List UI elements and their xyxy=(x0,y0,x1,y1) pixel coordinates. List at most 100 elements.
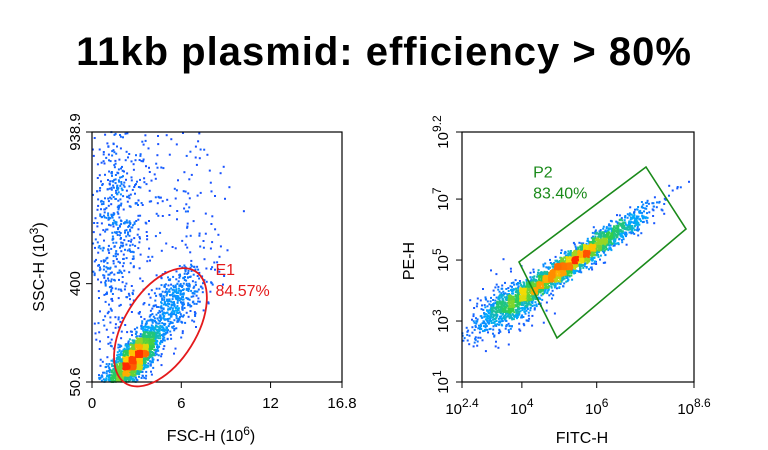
data-point xyxy=(103,324,106,327)
data-point xyxy=(100,200,102,203)
data-point xyxy=(118,271,121,274)
data-point xyxy=(636,222,638,225)
data-point xyxy=(547,286,550,288)
data-point xyxy=(534,296,537,299)
data-point xyxy=(137,247,140,250)
data-point xyxy=(553,284,556,287)
data-point xyxy=(602,261,605,264)
data-point xyxy=(104,284,107,287)
data-point xyxy=(183,264,186,267)
data-point xyxy=(142,350,145,353)
data-point xyxy=(141,320,144,323)
data-point xyxy=(126,221,129,224)
data-point xyxy=(155,162,158,165)
data-point xyxy=(126,348,129,351)
data-point xyxy=(122,351,125,354)
data-point xyxy=(566,280,569,283)
data-point xyxy=(144,331,147,334)
data-point xyxy=(148,350,151,353)
data-point xyxy=(107,179,109,181)
data-point xyxy=(104,197,106,200)
data-point xyxy=(132,289,135,292)
data-point xyxy=(540,294,543,297)
data-point xyxy=(98,189,101,192)
data-point xyxy=(112,196,115,198)
data-point xyxy=(173,305,176,308)
data-point xyxy=(183,171,186,174)
data-point xyxy=(117,367,120,369)
data-point xyxy=(157,328,160,331)
data-point xyxy=(214,228,217,231)
data-point xyxy=(121,281,124,284)
data-point xyxy=(486,321,489,324)
data-point xyxy=(468,343,471,346)
data-point xyxy=(139,341,142,344)
data-point xyxy=(588,268,590,271)
data-point xyxy=(515,282,518,285)
data-point xyxy=(626,216,629,219)
data-point xyxy=(493,321,496,324)
data-point xyxy=(158,322,161,325)
data-point xyxy=(175,317,178,320)
data-point xyxy=(498,290,501,293)
data-point xyxy=(181,308,184,311)
data-point xyxy=(124,248,126,251)
data-point xyxy=(105,377,108,380)
data-point xyxy=(125,219,128,222)
data-point xyxy=(571,278,574,281)
data-point xyxy=(622,221,625,224)
data-point xyxy=(142,158,145,161)
data-point xyxy=(207,301,210,304)
data-point xyxy=(501,284,504,287)
data-point xyxy=(503,306,506,309)
data-point xyxy=(182,190,185,193)
data-point xyxy=(538,276,541,279)
data-point xyxy=(591,259,594,262)
data-point xyxy=(163,336,166,339)
data-point xyxy=(118,180,121,183)
data-point xyxy=(107,145,110,148)
data-point xyxy=(509,298,512,301)
data-point xyxy=(153,173,156,176)
data-point xyxy=(475,320,478,323)
data-point xyxy=(173,311,176,314)
data-point xyxy=(98,297,100,299)
data-point xyxy=(119,147,122,150)
data-point xyxy=(593,238,596,241)
data-point xyxy=(646,199,649,202)
data-point xyxy=(133,367,136,370)
data-point xyxy=(186,225,189,228)
data-point xyxy=(163,284,166,287)
data-point xyxy=(605,244,608,247)
data-point xyxy=(122,348,125,351)
data-point xyxy=(173,329,176,332)
data-point xyxy=(510,290,513,293)
data-point xyxy=(614,229,617,232)
data-point xyxy=(208,169,211,172)
data-point xyxy=(159,314,162,317)
data-point xyxy=(547,281,550,284)
data-point xyxy=(118,350,121,353)
data-point xyxy=(601,248,604,250)
data-point xyxy=(168,300,171,303)
data-point xyxy=(484,306,487,309)
data-point xyxy=(132,358,135,361)
data-point xyxy=(113,178,116,181)
data-point xyxy=(561,259,563,262)
data-point xyxy=(122,175,124,178)
data-point xyxy=(617,242,620,245)
data-point xyxy=(104,133,107,136)
data-point xyxy=(125,257,128,260)
data-point xyxy=(223,275,226,277)
data-point xyxy=(516,300,519,303)
data-point xyxy=(567,269,570,272)
data-point xyxy=(102,203,105,205)
data-point xyxy=(505,315,508,318)
gate-name-e1: E1 xyxy=(216,262,236,279)
data-point xyxy=(107,212,110,215)
data-point xyxy=(104,300,107,303)
data-point xyxy=(616,226,619,229)
data-point xyxy=(601,245,604,248)
data-point xyxy=(625,228,628,231)
data-point xyxy=(572,241,575,244)
